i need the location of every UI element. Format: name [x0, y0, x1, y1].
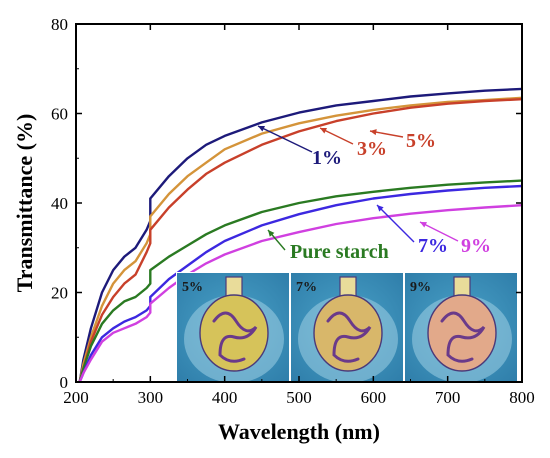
series-line-1-: [78, 87, 522, 382]
dragon-motif: [440, 311, 486, 363]
inset-panel-label: 7%: [296, 280, 317, 295]
annotation-label: 7%: [418, 235, 448, 257]
vase-body: [427, 294, 497, 372]
annotation-arrow: [419, 221, 459, 242]
series-line-5-: [78, 98, 522, 382]
annotation-label: 1%: [312, 147, 342, 169]
annotation-layer: 1% 3% 5% Pure starch 7% 9%: [257, 125, 491, 263]
annotation-arrowhead: [377, 205, 384, 212]
y-tick-label: 0: [60, 373, 69, 392]
vase-neck: [453, 276, 471, 298]
annotation-label: 3%: [357, 138, 387, 160]
annotation-arrowhead: [268, 230, 275, 237]
annotation-arrow: [376, 204, 415, 243]
inset-photo-panel: 5%: [177, 273, 289, 383]
inset-panel-label: 9%: [410, 280, 431, 295]
y-tick-label: 80: [51, 15, 68, 34]
x-tick-label: 800: [509, 388, 535, 407]
x-tick-label: 500: [286, 388, 312, 407]
annotation-arrowhead: [320, 128, 327, 134]
x-tick-label: 400: [212, 388, 238, 407]
inset-photo-panel: 7%: [291, 273, 403, 383]
vase-body: [313, 294, 383, 372]
vase-neck: [225, 276, 243, 298]
annotation-label: 5%: [406, 130, 436, 152]
x-axis-title: Wavelength (nm): [218, 419, 380, 444]
x-tick-label: 300: [138, 388, 164, 407]
inset-photo-panel: 9%: [405, 273, 517, 383]
dragon-motif: [326, 311, 372, 363]
y-axis-title: Transmittance (%): [12, 114, 37, 293]
y-tick-label: 20: [51, 284, 68, 303]
y-tick-label: 40: [51, 194, 68, 213]
vase-neck: [339, 276, 357, 298]
annotation-arrowhead: [258, 125, 265, 132]
annotation-arrowhead: [420, 222, 427, 228]
x-tick-label: 200: [63, 388, 89, 407]
y-tick-label: 60: [51, 105, 68, 124]
annotation-label: Pure starch: [290, 241, 389, 263]
x-tick-label: 600: [361, 388, 387, 407]
dragon-motif: [212, 311, 258, 363]
inset-panel-label: 5%: [182, 280, 203, 295]
annotation-arrow: [257, 125, 313, 153]
ticks-layer: 200 300 400 500 600 700 800 0 20 40 60 80: [51, 15, 535, 407]
series-line-pure-starch: [78, 179, 522, 382]
series-line-3-: [78, 96, 522, 382]
annotation-arrowhead: [370, 129, 377, 136]
photo-inset: 5% 7% 9%: [176, 272, 520, 383]
annotation-label: 9%: [461, 235, 491, 257]
x-tick-label: 700: [435, 388, 461, 407]
vase-body: [199, 294, 269, 372]
